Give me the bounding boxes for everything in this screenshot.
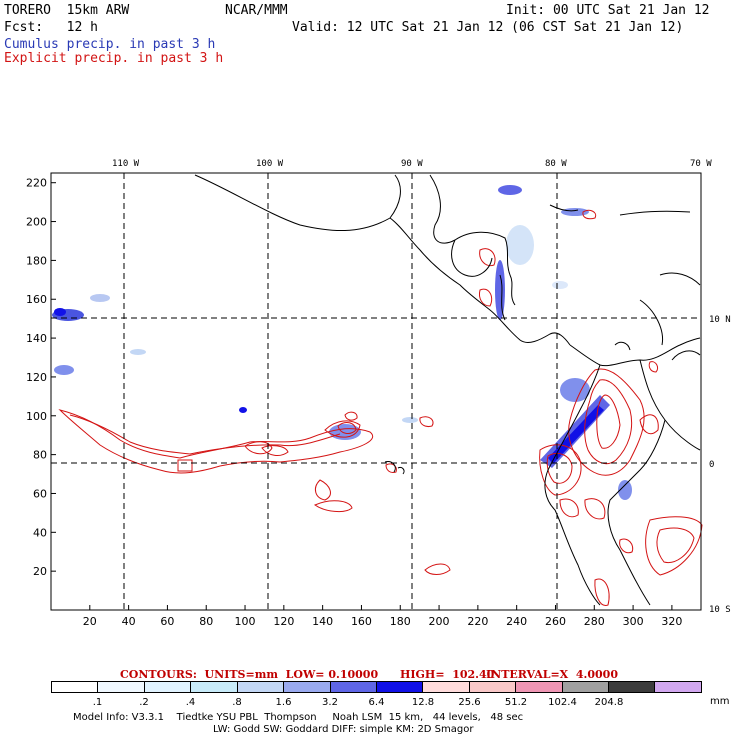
legend-label: 3.2 [322,697,338,708]
legend-label: 102.4 [548,697,577,708]
x-tick-label: 40 [122,615,136,628]
valid-time: Valid: 12 UTC Sat 21 Jan 12 (06 CST Sat … [292,20,684,35]
x-tick-label: 240 [506,615,527,628]
legend-swatch [191,682,238,692]
model-info-line2: LW: Godd SW: Goddard DIFF: simple KM: 2D… [213,724,474,735]
contours-high: HIGH= 102.40 [400,668,495,681]
lat-label-0: 0 [709,460,714,470]
lat-label-10s: 10 S [709,605,731,615]
init-time: Init: 00 UTC Sat 21 Jan 12 [506,3,710,18]
legend-swatch [376,682,424,692]
explicit-precip-contours [58,209,703,606]
y-tick-label: 40 [33,526,47,539]
legend-label: 12.8 [411,697,435,708]
x-tick-label: 80 [199,615,213,628]
legend-label: 204.8 [594,697,624,708]
y-tick-label: 60 [33,487,47,500]
legend-swatch [516,682,563,692]
model-title: TORERO 15km ARW [4,3,130,18]
y-tick-label: 80 [33,449,47,462]
lat-label-10n: 10 N [709,315,731,325]
legend-label: .8 [232,697,242,708]
legend-swatch [237,682,285,692]
lon-label-100w: 100 W [256,159,284,169]
legend-swatch [330,682,377,692]
legend-swatch [609,682,656,692]
x-axis: 20 40 60 80 100 120 140 160 180 200 220 240 260 280 30… [83,605,682,628]
map-frame [50,172,702,611]
precip-legend-bar [51,681,702,693]
legend-label: .1 [92,697,103,708]
coastlines [194,174,701,606]
field-label-explicit: Explicit precip. in past 3 h [4,51,224,66]
y-tick-label: 140 [26,332,47,345]
legend-swatch [655,682,701,692]
y-tick-label: 160 [26,293,47,306]
x-tick-label: 280 [584,615,605,628]
x-tick-label: 220 [467,615,488,628]
legend-swatch [144,682,192,692]
legend-label: 25.6 [458,697,481,708]
legend-swatch [423,682,470,692]
y-tick-label: 200 [26,216,47,229]
x-tick-label: 160 [351,615,372,628]
y-tick-label: 220 [26,177,47,190]
lon-label-90w: 90 W [401,159,423,169]
lon-label-110w: 110 W [112,159,140,169]
x-tick-label: 260 [545,615,566,628]
y-tick-label: 180 [26,254,47,267]
cumulus-precip-areas [52,185,632,500]
y-tick-label: 100 [26,410,47,423]
model-info-line1: Model Info: V3.3.1 Tiedtke YSU PBL Thomp… [73,712,524,723]
legend-swatch [52,682,99,692]
x-tick-label: 180 [390,615,411,628]
y-tick-label: 20 [33,565,47,578]
contours-units: CONTOURS: UNITS=mm LOW= 0.10000 [120,668,379,681]
y-tick-label: 120 [26,371,47,384]
x-tick-label: 300 [623,615,644,628]
legend-swatch [284,682,331,692]
legend-swatch [469,682,517,692]
legend-label: 1.6 [275,697,292,708]
x-tick-label: 60 [160,615,174,628]
org-label: NCAR/MMM [225,3,288,18]
x-tick-label: 320 [661,615,682,628]
x-tick-label: 20 [83,615,97,628]
field-label-cumulus: Cumulus precip. in past 3 h [4,37,216,52]
x-tick-label: 120 [273,615,294,628]
x-tick-label: 100 [235,615,256,628]
legend-unit: mm [710,696,730,707]
forecast-hour: Fcst: 12 h [4,20,98,35]
legend-label: .2 [139,697,149,708]
lon-label-80w: 80 W [545,159,567,169]
x-tick-label: 200 [429,615,450,628]
legend-swatch [98,682,145,692]
legend-label: 6.4 [368,697,385,708]
legend-label: 51.2 [504,697,528,708]
legend-label: .4 [185,697,196,708]
legend-swatch [562,682,610,692]
contours-interval: INTERVAL=X 4.0000 [486,668,618,681]
y-axis: 220 200 180 160 140 120 100 80 60 40 20 [26,177,56,578]
lat-lon-grid [51,173,701,610]
x-tick-label: 140 [312,615,333,628]
lon-label-70w: 70 W [690,159,712,169]
